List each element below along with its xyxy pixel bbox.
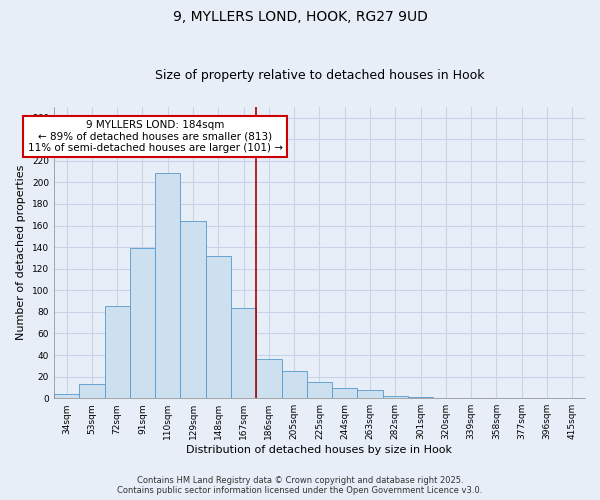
Bar bbox=[130, 248, 155, 398]
Bar bbox=[332, 388, 358, 398]
Bar bbox=[104, 306, 130, 398]
Bar bbox=[281, 371, 307, 398]
Bar bbox=[231, 308, 256, 398]
Text: Contains HM Land Registry data © Crown copyright and database right 2025.
Contai: Contains HM Land Registry data © Crown c… bbox=[118, 476, 482, 495]
Bar bbox=[408, 397, 433, 398]
Bar bbox=[155, 172, 181, 398]
Bar bbox=[383, 396, 408, 398]
Bar bbox=[181, 221, 206, 398]
Bar bbox=[358, 390, 383, 398]
Text: 9, MYLLERS LOND, HOOK, RG27 9UD: 9, MYLLERS LOND, HOOK, RG27 9UD bbox=[173, 10, 427, 24]
Bar bbox=[54, 394, 79, 398]
Text: 9 MYLLERS LOND: 184sqm
← 89% of detached houses are smaller (813)
11% of semi-de: 9 MYLLERS LOND: 184sqm ← 89% of detached… bbox=[28, 120, 283, 153]
Bar bbox=[79, 384, 104, 398]
Bar bbox=[307, 382, 332, 398]
Y-axis label: Number of detached properties: Number of detached properties bbox=[16, 165, 26, 340]
Bar bbox=[256, 360, 281, 398]
X-axis label: Distribution of detached houses by size in Hook: Distribution of detached houses by size … bbox=[187, 445, 452, 455]
Title: Size of property relative to detached houses in Hook: Size of property relative to detached ho… bbox=[155, 69, 484, 82]
Bar bbox=[206, 256, 231, 398]
